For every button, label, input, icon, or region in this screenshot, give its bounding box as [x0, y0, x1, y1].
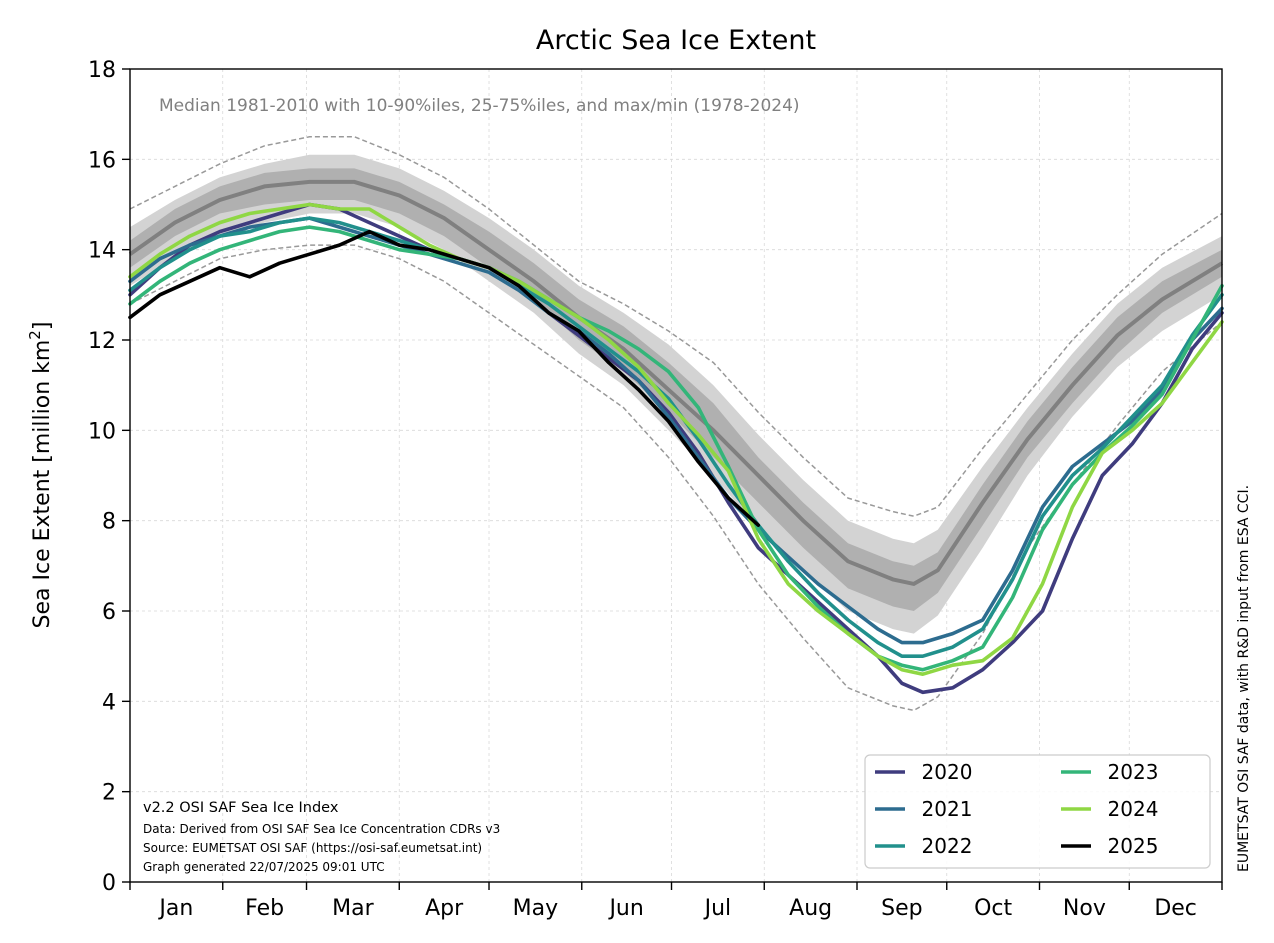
credit-text: EUMETSAT OSI SAF data, with R&D input fr…	[1236, 485, 1252, 872]
chart-subtitle: Median 1981-2010 with 10-90%iles, 25-75%…	[159, 96, 800, 116]
y-tick-label-14: 14	[88, 239, 116, 264]
y-tick-label-0: 0	[102, 871, 116, 896]
note-version: v2.2 OSI SAF Sea Ice Index	[143, 800, 339, 816]
plot-frame	[129, 68, 1223, 883]
legend: 2020 2021 2022 2023 2024 2025	[864, 754, 1211, 869]
y-tick-label-8: 8	[102, 510, 116, 535]
legend-label-2022: 2022	[922, 834, 973, 858]
x-tick-label-feb: Feb	[245, 896, 284, 921]
legend-label-2020: 2020	[922, 760, 973, 784]
x-tick-label-jan: Jan	[157, 896, 193, 921]
band-25-75	[130, 168, 1222, 611]
note-source: Source: EUMETSAT OSI SAF (https://osi-sa…	[143, 841, 482, 855]
x-tick-label-jul: Jul	[703, 896, 732, 921]
legend-label-2025: 2025	[1108, 834, 1159, 858]
chart-title: Arctic Sea Ice Extent	[536, 25, 816, 56]
y-axis-label-main: Sea Ice Extent [million km	[30, 340, 55, 629]
legend-label-2023: 2023	[1108, 760, 1159, 784]
series-line-2025	[128, 229, 761, 527]
x-tick-label-sep: Sep	[881, 896, 922, 921]
y-axis-label-sup: 2	[26, 330, 44, 340]
series-lines	[128, 202, 1224, 695]
x-tick-label-apr: Apr	[425, 896, 464, 921]
legend-box	[864, 754, 1211, 869]
x-tick-label-mar: Mar	[332, 896, 374, 921]
y-tick-label-6: 6	[102, 600, 116, 625]
series-line-2023	[128, 225, 1224, 672]
series-line-2020	[128, 202, 1224, 695]
x-tick-label-jun: Jun	[607, 896, 643, 921]
y-tick-label-18: 18	[88, 58, 116, 83]
x-tick-label-dec: Dec	[1154, 896, 1197, 921]
legend-label-2021: 2021	[922, 797, 973, 821]
y-axis-label-end: ]	[30, 322, 55, 331]
x-axis: Jan Feb Mar Apr May Jun Jul Aug Sep Oct Nov Dec	[129, 882, 1223, 921]
x-tick-label-may: May	[513, 896, 558, 921]
y-tick-label-10: 10	[88, 419, 116, 444]
max-line	[129, 136, 1223, 517]
legend-label-2024: 2024	[1108, 797, 1159, 821]
y-tick-label-12: 12	[88, 329, 116, 354]
note-data: Data: Derived from OSI SAF Sea Ice Conce…	[143, 822, 500, 836]
y-tick-label-4: 4	[102, 690, 116, 715]
x-tick-label-nov: Nov	[1063, 896, 1106, 921]
y-tick-label-16: 16	[88, 148, 116, 173]
y-axis-label: Sea Ice Extent [million km2]	[26, 322, 55, 629]
x-tick-label-oct: Oct	[974, 896, 1012, 921]
note-generated: Graph generated 22/07/2025 09:01 UTC	[143, 860, 385, 874]
climatology-bands	[128, 136, 1224, 712]
y-tick-label-2: 2	[102, 781, 116, 806]
series-line-2024	[128, 202, 1224, 676]
x-tick-label-aug: Aug	[789, 896, 832, 921]
y-axis: 0 2 4 6 8 10 12 14 16 18	[88, 58, 130, 896]
min-line	[129, 244, 1223, 712]
median-line	[128, 179, 1224, 587]
